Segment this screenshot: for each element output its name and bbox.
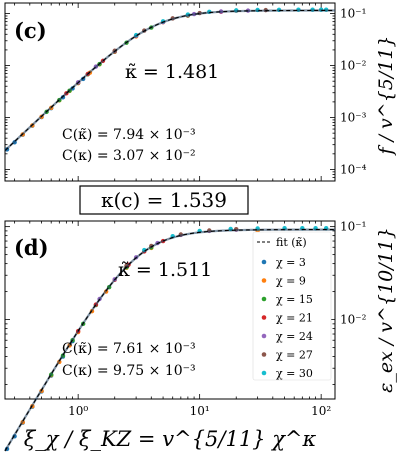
legend-swatch — [261, 370, 267, 376]
y-tick-label: 10⁻² — [340, 313, 367, 327]
fit-curve — [4, 9, 335, 151]
panel-d: 10⁻² 10⁻¹ 10⁰ 10¹ 10² (d) κ̃ = 1.511 C(κ̃) =… — [4, 220, 397, 452]
legend-label: χ = 21 — [276, 312, 313, 325]
y-tick-label: 10⁻⁴ — [340, 162, 367, 176]
fit-curve — [4, 229, 335, 452]
panel-c-label: (c) — [14, 18, 47, 43]
legend-label: χ = 3 — [276, 256, 306, 269]
panel-d-frame — [4, 220, 336, 400]
panel-c-kappa: κ̃ = 1.481 — [125, 61, 219, 83]
legend-label: χ = 24 — [276, 330, 313, 343]
legend-label: χ = 30 — [276, 367, 313, 380]
panel-c-annotation-2: C(κ) = 3.07 × 10⁻² — [62, 148, 196, 164]
x-tick-label: 10¹ — [190, 404, 210, 418]
panel-d-kappa: κ̃ = 1.511 — [118, 259, 212, 281]
legend-label: χ = 15 — [276, 293, 313, 306]
panel-c-ylabel: f / v^{5/11} — [375, 35, 397, 156]
legend-swatch — [261, 278, 267, 283]
y-tick-label: 10⁻³ — [340, 111, 367, 125]
panel-d-annotation-2: C(κ) = 9.75 × 10⁻³ — [62, 363, 196, 379]
legend-swatch — [261, 352, 267, 357]
legend-swatch — [261, 296, 267, 302]
y-tick-label: 10⁻² — [340, 59, 367, 73]
panel-c-frame — [4, 2, 336, 182]
legend-frame — [252, 231, 332, 381]
x-tick-label: 10⁰ — [68, 404, 88, 418]
legend-label: χ = 9 — [276, 275, 306, 288]
panel-d-ylabel: ε_ex / v^{10/11} — [375, 227, 397, 393]
legend-label: χ = 27 — [276, 349, 313, 362]
panel-c: 10⁻⁴ 10⁻³ 10⁻² 10⁻¹ (c) κ̃ = 1.481 C(κ̃) = … — [4, 2, 397, 182]
panel-d-annotation-1: C(κ̃) = 7.61 × 10⁻³ — [62, 341, 196, 357]
legend: fit (κ̃) χ = 3 χ = 9 χ = 15 χ = 21 χ = 24 χ = … — [252, 231, 332, 381]
kappa-c-box: κ(c) = 1.539 — [79, 185, 249, 215]
panel-d-label: (d) — [14, 235, 49, 260]
legend-fit-label: fit (κ̃) — [276, 236, 307, 249]
x-tick-label: 10² — [311, 404, 331, 418]
y-tick-label: 10⁻¹ — [340, 220, 366, 234]
panel-c-annotation-1: C(κ̃) = 7.94 × 10⁻³ — [62, 127, 196, 143]
legend-swatch — [261, 315, 267, 320]
x-axis-label: ξ_χ / ξ_KZ = v^{5/11} χ^κ — [24, 427, 317, 451]
legend-swatch — [261, 333, 267, 339]
kappa-c-box-label: κ(c) = 1.539 — [101, 188, 227, 212]
y-tick-label: 10⁻¹ — [340, 7, 366, 21]
legend-swatch — [261, 259, 267, 265]
